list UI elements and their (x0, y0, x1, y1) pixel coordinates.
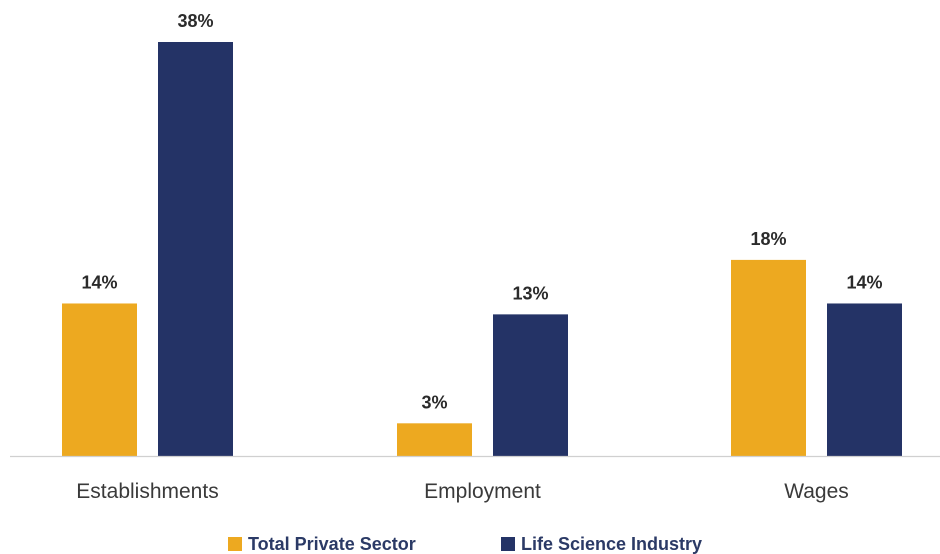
category-label: Wages (784, 480, 849, 503)
value-labels-group: 14% 38% 3% 13% 18% 14% (81, 11, 882, 412)
legend-label: Life Science Industry (521, 534, 702, 554)
legend-swatch (501, 537, 515, 551)
category-label: Employment (424, 480, 541, 503)
legend: Total Private Sector Life Science Industr… (228, 534, 702, 554)
legend-label: Total Private Sector (248, 534, 416, 554)
value-label: 38% (177, 11, 213, 31)
legend-swatch (228, 537, 242, 551)
bar-establishments-life-science-industry (158, 42, 233, 456)
bar-employment-life-science-industry (493, 314, 568, 456)
bar-establishments-total-private-sector (62, 303, 137, 456)
category-label: Establishments (76, 480, 218, 503)
legend-item: Life Science Industry (501, 534, 702, 554)
value-label: 14% (846, 272, 882, 292)
value-label: 3% (421, 392, 447, 412)
value-label: 14% (81, 272, 117, 292)
value-label: 13% (512, 283, 548, 303)
bar-wages-life-science-industry (827, 303, 902, 456)
category-labels-group: Establishments Employment Wages (76, 480, 849, 503)
bar-wages-total-private-sector (731, 259, 806, 456)
legend-item: Total Private Sector (228, 534, 416, 554)
value-label: 18% (750, 229, 786, 249)
bars-group (62, 42, 902, 456)
bar-employment-total-private-sector (397, 423, 472, 456)
